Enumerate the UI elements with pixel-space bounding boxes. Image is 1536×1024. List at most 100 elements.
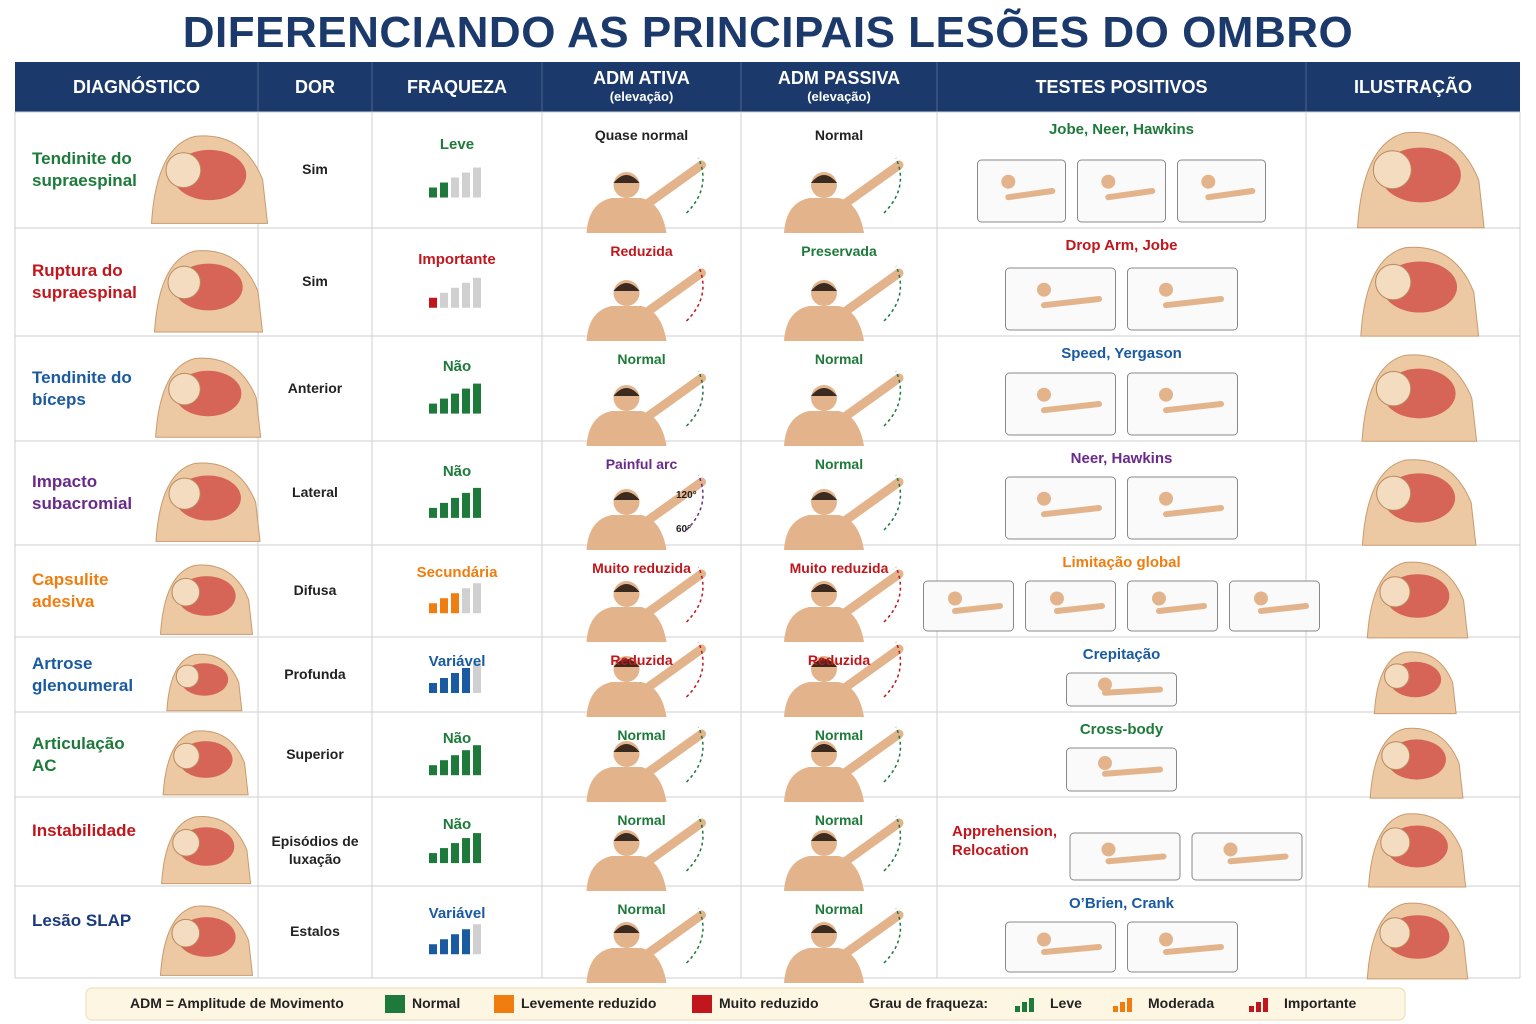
head-hair — [613, 492, 640, 500]
motion-arc — [883, 815, 902, 872]
pain: Estalos — [290, 923, 340, 939]
test-thumbnail — [1177, 159, 1266, 223]
thumbnail-arm — [1258, 603, 1309, 614]
motion-arc — [883, 265, 902, 322]
motion-arc — [685, 641, 704, 698]
arm — [644, 729, 706, 777]
weakness: Não — [442, 815, 472, 833]
legend-weakness-bar — [1249, 1006, 1254, 1012]
weakness-bar — [429, 297, 437, 308]
motion-arc — [883, 726, 902, 783]
weakness-bar — [462, 668, 470, 693]
weakness-bar — [440, 502, 448, 518]
weakness-bars — [429, 663, 481, 693]
legend-swatch — [385, 995, 405, 1013]
motion-arc — [883, 157, 902, 214]
legend-weakness-bar — [1263, 998, 1268, 1012]
thumbnail-head — [1254, 591, 1268, 606]
motion-arc — [685, 265, 704, 322]
weakness-bar — [440, 292, 448, 308]
head-hair — [613, 175, 640, 183]
legend-weakness-bar — [1113, 1006, 1118, 1012]
weakness-bar — [462, 750, 470, 776]
passive-rom: Preservada — [801, 243, 877, 259]
diagnosis: Tendinite do supraespinal — [32, 149, 137, 191]
motion-arc — [685, 907, 704, 964]
thumbnail-arm — [1105, 188, 1156, 201]
thumbnail-head — [1098, 756, 1112, 771]
passive-rom: Normal — [814, 812, 864, 828]
diagnosis: Ruptura do supraespinal — [32, 261, 137, 303]
weakness: Não — [442, 358, 472, 375]
column-subheader: (elevação) — [807, 89, 871, 104]
positive-tests: Apprehension, Relocation — [952, 822, 1058, 860]
weakness-bar — [473, 277, 481, 308]
thumbnail-arm — [1041, 401, 1102, 414]
weakness-bar — [451, 673, 459, 693]
humeral-head — [171, 918, 201, 948]
column-header: DIAGNÓSTICO — [72, 77, 200, 97]
test-thumbnail — [1127, 267, 1238, 331]
legend-box — [85, 987, 1406, 1021]
weakness: Leve — [439, 136, 475, 154]
column-header: ADM PASSIVA — [777, 68, 901, 88]
thumbnail-arm — [1163, 401, 1224, 414]
thumbnail-arm — [1163, 505, 1224, 518]
pain: Sim — [302, 161, 328, 177]
head-hair — [811, 925, 837, 933]
thumbnail-head — [1001, 174, 1016, 189]
weakness-bar — [440, 398, 448, 414]
thumbnail-head — [1159, 387, 1173, 402]
legend-weakness-bar — [1127, 998, 1132, 1012]
arm — [841, 818, 904, 866]
diagnosis: Artrose glenoumeral — [32, 653, 134, 695]
arm — [644, 373, 706, 421]
arm — [644, 910, 706, 958]
thumbnail-head — [1159, 932, 1173, 947]
thumbnail-head — [1101, 174, 1116, 189]
test-thumbnail — [1005, 921, 1116, 973]
active-rom: Quase normal — [594, 127, 689, 143]
active-rom: Reduzida — [610, 243, 673, 259]
thumbnail-arm — [1105, 853, 1167, 865]
positive-tests: Speed, Yergason — [1061, 345, 1182, 362]
thumbnail-arm — [1041, 296, 1102, 309]
thumbnail-head — [1037, 282, 1051, 297]
positive-tests: Drop Arm, Jobe — [1065, 237, 1178, 254]
thumbnail-head — [1101, 842, 1116, 857]
humeral-head — [1376, 475, 1412, 511]
thumbnail-head — [948, 591, 962, 606]
humeral-head — [171, 577, 201, 607]
passive-rom: Normal — [814, 901, 864, 917]
weakness-bar — [451, 177, 459, 198]
active-rom: Normal — [617, 727, 666, 743]
weakness-bar — [473, 924, 481, 955]
active-rom: Normal — [617, 351, 666, 367]
test-thumbnail — [1127, 372, 1238, 436]
weakness-bar — [451, 497, 459, 518]
head-hair — [811, 388, 837, 396]
motion-arc — [883, 566, 902, 623]
column-header: DOR — [295, 77, 335, 97]
weakness-bar — [462, 588, 470, 614]
humeral-head — [165, 152, 202, 189]
thumbnail-arm — [1102, 766, 1163, 777]
weakness-bar — [473, 167, 481, 198]
passive-rom: Normal — [814, 456, 864, 472]
legend-label: Normal — [412, 995, 461, 1011]
pain: Anterior — [287, 379, 343, 396]
legend-weakness-bar — [1256, 1002, 1261, 1012]
positive-tests: Cross-body — [1079, 721, 1164, 738]
head-hair — [613, 925, 640, 933]
test-thumbnail — [1191, 832, 1303, 881]
motion-arc — [883, 370, 902, 427]
active-rom: Muito reduzida — [592, 560, 691, 576]
weakness: Não — [442, 730, 472, 747]
weakness-bar — [429, 765, 437, 776]
pain: Superior — [286, 745, 344, 762]
test-thumbnail — [977, 159, 1066, 223]
weakness: Secundária — [416, 564, 498, 582]
thumbnail-head — [1159, 491, 1173, 506]
arm — [841, 644, 904, 692]
